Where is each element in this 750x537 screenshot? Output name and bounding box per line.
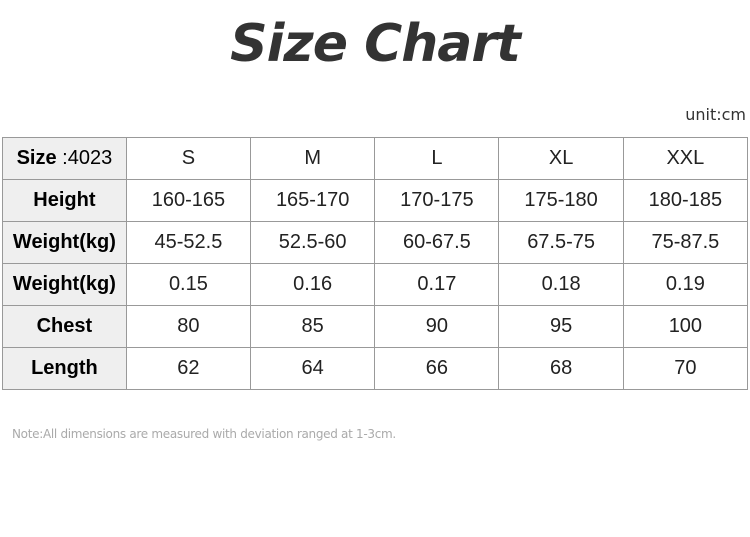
size-cell: M <box>250 137 376 180</box>
table-cell: 80 <box>125 305 252 348</box>
header-cell: Size :4023 <box>2 137 127 180</box>
page-title: Size Chart <box>230 14 521 74</box>
table-cell: 75-87.5 <box>622 221 749 264</box>
table-cell: 180-185 <box>622 179 749 222</box>
table-row: Weight(kg) 45-52.5 52.5-60 60-67.5 67.5-75 75… <box>2 221 749 264</box>
size-cell: XXL <box>622 137 749 180</box>
table-row: Chest 80 85 90 95 100 <box>2 305 749 348</box>
size-table: Size :4023 S M L XL XXL Height 160-165 165… <box>2 137 749 390</box>
table-cell: 85 <box>250 305 376 348</box>
size-code: :4023 <box>62 147 113 169</box>
table-cell: 0.19 <box>622 263 749 306</box>
table-cell: 62 <box>125 347 252 390</box>
table-cell: 66 <box>374 347 500 390</box>
table-cell: 64 <box>250 347 376 390</box>
size-label: Size <box>16 147 57 169</box>
size-cell: L <box>374 137 500 180</box>
table-cell: 45-52.5 <box>125 221 252 264</box>
table-cell: 165-170 <box>250 179 376 222</box>
table-row: Height 160-165 165-170 170-175 175-180 180-18… <box>2 179 749 222</box>
size-cell: S <box>125 137 252 180</box>
row-label: Chest <box>2 305 127 348</box>
row-label: Length <box>2 347 127 390</box>
table-cell: 0.18 <box>498 263 624 306</box>
table-cell: 67.5-75 <box>498 221 624 264</box>
table-cell: 170-175 <box>374 179 500 222</box>
table-cell: 0.17 <box>374 263 500 306</box>
table-cell: 100 <box>622 305 749 348</box>
unit-label: unit:cm <box>685 105 746 124</box>
table-cell: 175-180 <box>498 179 624 222</box>
table-cell: 90 <box>374 305 500 348</box>
size-cell: XL <box>498 137 624 180</box>
table-cell: 70 <box>622 347 749 390</box>
row-label: Weight(kg) <box>2 263 127 306</box>
table-cell: 60-67.5 <box>374 221 500 264</box>
table-row: Weight(kg) 0.15 0.16 0.17 0.18 0.19 <box>2 263 749 306</box>
table-cell: 52.5-60 <box>250 221 376 264</box>
row-label: Weight(kg) <box>2 221 127 264</box>
table-cell: 160-165 <box>125 179 252 222</box>
table-cell: 0.16 <box>250 263 376 306</box>
table-header-row: Size :4023 S M L XL XXL <box>2 137 749 180</box>
table-row: Length 62 64 66 68 70 <box>2 347 749 390</box>
table-cell: 0.15 <box>125 263 252 306</box>
table-cell: 95 <box>498 305 624 348</box>
row-label: Height <box>2 179 127 222</box>
note-text: Note:All dimensions are measured with de… <box>12 427 396 441</box>
table-cell: 68 <box>498 347 624 390</box>
